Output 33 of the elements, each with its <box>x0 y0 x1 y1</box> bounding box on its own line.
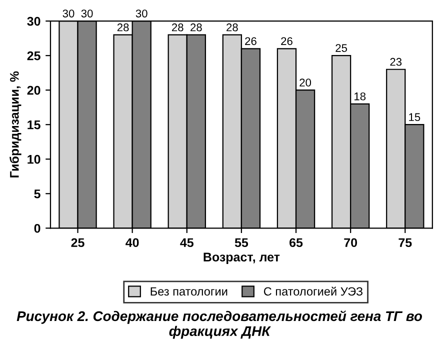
x-tick-label: 65 <box>290 238 303 248</box>
data-label: 18 <box>354 92 366 100</box>
x-tick-label: 55 <box>234 238 248 248</box>
data-label: 28 <box>117 23 129 32</box>
y-tick-label: 15 <box>28 120 40 130</box>
data-label: 26 <box>245 37 256 46</box>
text: Рисунок 2. Содержание последовательностей гена ТГ во фракциях ДНК <box>16 310 422 339</box>
y-axis-title: Гибридизации, % <box>10 71 22 178</box>
x-tick-label: 25 <box>71 238 84 248</box>
y-tick-label: 0 <box>34 224 40 233</box>
data-label: 28 <box>226 23 238 32</box>
legend-label: С патологией УЭЗ <box>264 286 362 296</box>
data-label: 20 <box>300 78 312 87</box>
x-tick-label: 45 <box>180 238 194 248</box>
data-label: 26 <box>281 37 292 46</box>
data-label: 30 <box>62 10 74 18</box>
x-tick-label: 75 <box>398 238 412 248</box>
data-label: 25 <box>336 44 348 52</box>
y-tick-label: 10 <box>28 154 40 164</box>
data-label: 15 <box>409 113 420 122</box>
data-label: 30 <box>81 10 93 18</box>
y-tick-label: 30 <box>27 16 40 26</box>
data-label: 28 <box>172 23 184 32</box>
data-label: 28 <box>190 23 202 32</box>
y-tick-label: 20 <box>27 86 40 95</box>
y-tick-label: 5 <box>34 190 40 198</box>
legend-label: Без патологии <box>150 287 228 296</box>
y-tick-label: 25 <box>27 51 40 60</box>
data-label: 23 <box>390 58 402 66</box>
x-tick-label: 40 <box>126 238 139 248</box>
x-tick-label: 70 <box>344 238 358 248</box>
data-label: 30 <box>136 10 148 18</box>
x-axis-title: Возраст, лет <box>204 252 280 264</box>
